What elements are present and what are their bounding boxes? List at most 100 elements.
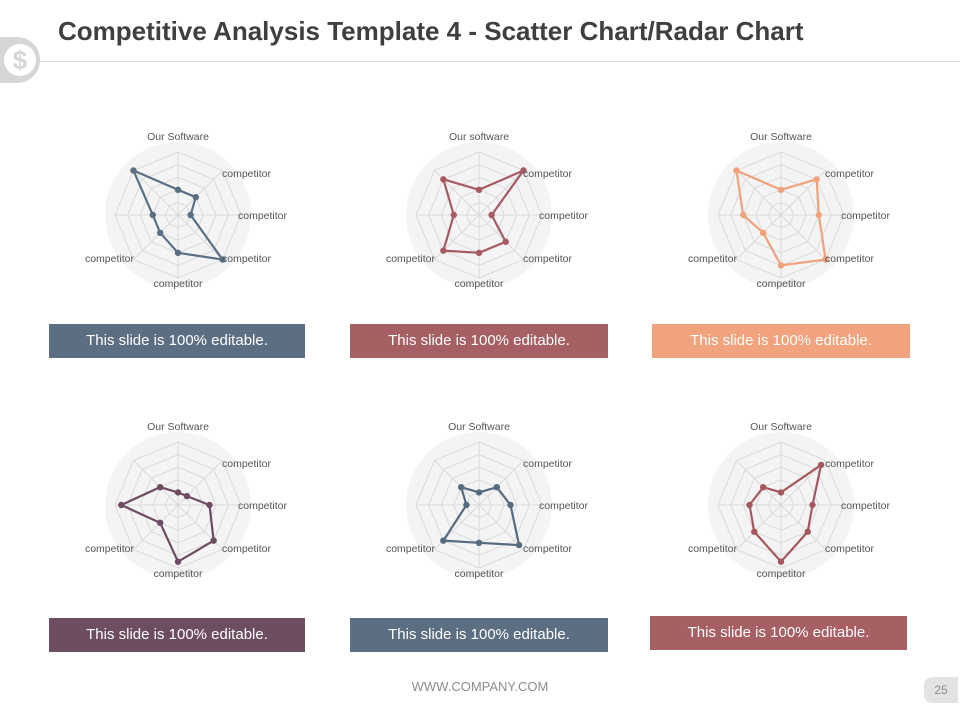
radar-axis-label: Our Software <box>147 131 209 143</box>
radar-axis-label: competitor <box>825 543 875 555</box>
radar-point <box>817 461 825 469</box>
dollar-icon: $ <box>4 44 36 76</box>
radar-axis-line <box>736 214 782 260</box>
radar-axis-label: Our Software <box>750 421 812 433</box>
radar-point <box>450 211 457 219</box>
radar-panel-5: Our Software competitor competitor competit… <box>329 420 629 605</box>
caption-box-1: This slide is 100% editable. <box>49 324 305 358</box>
radar-axis-label: competitor <box>523 543 573 555</box>
radar-axis-label: competitor <box>238 500 288 512</box>
radar-axis-label: competitor <box>523 253 573 265</box>
radar-axis-label: competitor <box>153 568 203 580</box>
radar-axis-line <box>780 214 826 260</box>
caption-box-2: This slide is 100% editable. <box>350 324 608 358</box>
radar-point <box>751 528 758 535</box>
radar-point <box>187 211 194 219</box>
radar-axis-line <box>736 504 782 550</box>
radar-axis-label: Our Software <box>448 421 510 433</box>
radar-axis-line <box>736 460 782 506</box>
radar-point <box>777 558 785 565</box>
radar-axis-label: competitor <box>539 210 589 222</box>
radar-axis-label: competitor <box>539 500 589 512</box>
radar-chart-1: Our Software competitor competitor competit… <box>85 131 288 290</box>
radar-axis-line <box>478 504 524 550</box>
radar-axis-line <box>133 170 179 216</box>
radar-point <box>740 211 747 219</box>
radar-point <box>813 176 820 183</box>
radar-panel-2: Our software competitor competitor competit… <box>329 130 629 315</box>
radar-axis-label: competitor <box>85 543 135 555</box>
radar-axis-label: competitor <box>523 458 573 470</box>
radar-point <box>502 238 509 245</box>
radar-axis-label: competitor <box>238 210 288 222</box>
radar-axis-line <box>736 170 782 216</box>
radar-point <box>440 176 447 183</box>
radar-axis-label: competitor <box>688 543 738 555</box>
radar-point <box>507 501 514 509</box>
radar-point <box>440 247 447 254</box>
logo-badge: $ <box>0 37 40 83</box>
radar-axis-line <box>133 504 179 550</box>
page-title: Competitive Analysis Template 4 - Scatte… <box>58 16 804 46</box>
radar-axis-label: competitor <box>841 500 891 512</box>
radar-point <box>440 537 447 544</box>
footer-url: WWW.COMPANY.COM <box>411 679 549 694</box>
dollar-glyph: $ <box>13 45 28 75</box>
radar-point <box>733 167 740 174</box>
radar-axis-label: competitor <box>841 210 891 222</box>
caption-box-3: This slide is 100% editable. <box>652 324 910 358</box>
radar-axis-label: competitor <box>222 458 272 470</box>
radar-point <box>206 501 213 509</box>
radar-axis-label: competitor <box>825 253 875 265</box>
radar-point <box>174 558 182 565</box>
radar-axis-line <box>780 504 826 550</box>
radar-axis-line <box>478 460 524 506</box>
radar-axis-line <box>478 214 524 260</box>
radar-point <box>174 489 182 496</box>
radar-point <box>809 501 816 509</box>
radar-point <box>515 541 523 549</box>
radar-axis-label: Our Software <box>750 131 812 143</box>
radar-chart-5: Our Software competitor competitor competit… <box>386 421 589 580</box>
radar-panel-4: Our Software competitor competitor competit… <box>28 420 328 605</box>
radar-axis-label: competitor <box>222 168 272 180</box>
radar-point <box>815 211 822 219</box>
radar-point <box>759 229 767 237</box>
radar-chart-6: Our Software competitor competitor competit… <box>688 421 891 580</box>
radar-point <box>746 501 753 509</box>
radar-point <box>210 537 217 544</box>
caption-box-6: This slide is 100% editable. <box>650 616 907 650</box>
radar-panel-3: Our Software competitor competitor competit… <box>631 130 931 315</box>
radar-axis-line <box>177 170 223 216</box>
radar-axis-line <box>133 214 179 260</box>
radar-axis-line <box>133 460 179 506</box>
radar-axis-line <box>478 170 524 216</box>
radar-point <box>183 492 191 500</box>
radar-axis-label: Our software <box>449 131 509 143</box>
title-divider <box>40 61 960 62</box>
radar-axis-line <box>434 460 480 506</box>
radar-point <box>493 483 501 491</box>
radar-point <box>192 193 200 201</box>
radar-point <box>118 501 125 509</box>
caption-box-4: This slide is 100% editable. <box>49 618 305 652</box>
radar-axis-label: competitor <box>756 278 806 290</box>
radar-axis-line <box>177 214 223 260</box>
radar-point <box>156 483 164 491</box>
radar-axis-label: competitor <box>688 253 738 265</box>
radar-axis-label: competitor <box>153 278 203 290</box>
radar-point <box>777 186 785 193</box>
radar-axis-label: competitor <box>825 458 875 470</box>
radar-axis-label: competitor <box>222 253 272 265</box>
radar-point <box>174 249 182 256</box>
radar-point <box>475 186 483 193</box>
radar-axis-label: competitor <box>454 278 504 290</box>
radar-chart-4: Our Software competitor competitor competit… <box>85 421 288 580</box>
radar-point <box>174 186 182 193</box>
radar-axis-label: Our Software <box>147 421 209 433</box>
radar-point <box>149 211 156 219</box>
page-number: 25 <box>924 677 958 703</box>
radar-chart-3: Our Software competitor competitor competit… <box>688 131 891 290</box>
radar-point <box>520 167 527 174</box>
radar-point <box>475 249 483 256</box>
